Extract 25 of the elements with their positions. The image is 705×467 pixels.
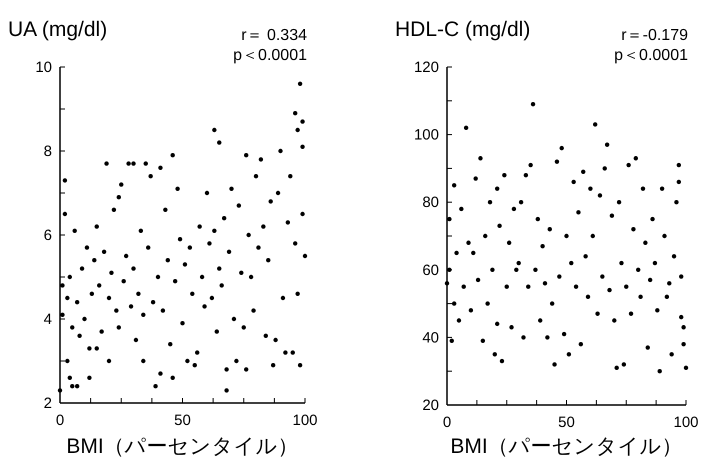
- y-axis-title: HDL-C (mg/dl): [395, 18, 530, 41]
- x-axis-title: BMI（パーセンタイル）: [66, 435, 299, 458]
- y-tick-label: 40: [422, 329, 439, 346]
- x-tick-label: 0: [56, 412, 64, 429]
- x-tick-label: 50: [558, 414, 575, 431]
- y-tick-label: 60: [422, 262, 439, 279]
- text: p＜0.0001: [614, 47, 688, 64]
- y-tick-label: 6: [44, 227, 52, 244]
- x-tick-label: 0: [442, 414, 452, 431]
- y-tick-label: 80: [422, 194, 439, 212]
- y-tick-label: 100: [414, 126, 439, 144]
- y-tick-label: 8: [44, 143, 52, 160]
- x-tick-label: 100: [673, 414, 699, 431]
- x-axis-title: BMI（パーセンタイル）: [450, 435, 683, 458]
- y-tick-label: 4: [44, 311, 52, 328]
- x-tick-label: 100: [292, 412, 318, 429]
- text: r＝-0.179: [621, 27, 688, 44]
- y-tick-label: 2: [44, 395, 52, 412]
- text: r＝ 0.334: [241, 27, 308, 44]
- x-tick-label: 50: [174, 412, 191, 429]
- y-tick-label: 20: [422, 397, 439, 414]
- y-tick-label: 120: [414, 59, 439, 76]
- y-tick-label: 10: [35, 59, 52, 76]
- y-axis-title: UA (mg/dl): [8, 18, 108, 41]
- text: p＜0.0001: [233, 47, 308, 64]
